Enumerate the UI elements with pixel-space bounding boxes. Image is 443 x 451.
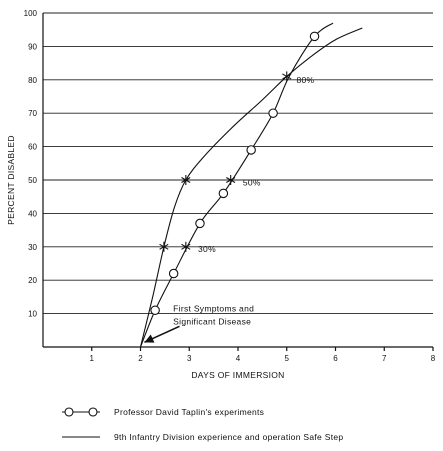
legend-item: 9th Infantry Division experience and ope… bbox=[62, 432, 343, 442]
x-axis-label: DAYS OF IMMERSION bbox=[191, 370, 284, 380]
series bbox=[139, 22, 363, 348]
tick-labels: 10 20 30 40 50 60 70 80 90 100 1 2 3 4 5 6 7 8 bbox=[24, 9, 436, 363]
y-tick-label: 100 bbox=[24, 9, 38, 18]
star-stroke bbox=[282, 73, 292, 80]
x-tick-label: 8 bbox=[431, 354, 436, 363]
x-tick-label: 3 bbox=[187, 354, 192, 363]
star-stroke bbox=[181, 177, 191, 183]
grid bbox=[43, 12, 433, 315]
annotation-label: 50% bbox=[243, 177, 261, 187]
y-axis-label: PERCENT DISABLED bbox=[6, 135, 16, 225]
y-tick-label: 40 bbox=[28, 209, 37, 218]
data-point-star bbox=[226, 175, 236, 185]
annotation-arrow-head bbox=[144, 334, 155, 343]
data-point-star bbox=[181, 241, 191, 252]
x-tick-label: 5 bbox=[285, 354, 290, 363]
data-point-circle bbox=[309, 31, 320, 42]
annotations: 80% 50% 30% First Symptoms and Significant D… bbox=[144, 75, 315, 344]
annotation-label: First Symptoms and bbox=[173, 304, 254, 314]
x-tick-label: 4 bbox=[236, 354, 241, 363]
legend: Professor David Taplin's experiments 9th … bbox=[62, 407, 343, 442]
legend-circle bbox=[64, 407, 74, 417]
series-line-1 bbox=[139, 22, 334, 348]
y-tick-label: 30 bbox=[28, 243, 37, 252]
data-point-circle bbox=[195, 218, 205, 229]
data-point-circle bbox=[150, 305, 160, 316]
x-tick-label: 6 bbox=[333, 354, 338, 363]
star-stroke bbox=[181, 243, 191, 250]
x-tick-label: 1 bbox=[90, 354, 95, 363]
series-line-2 bbox=[139, 27, 363, 348]
y-tick-label: 60 bbox=[28, 143, 37, 152]
x-tick-label: 7 bbox=[382, 354, 387, 363]
y-tick-label: 90 bbox=[28, 42, 37, 51]
y-tick-label: 70 bbox=[28, 109, 37, 118]
star-stroke bbox=[159, 243, 169, 250]
star-stroke bbox=[226, 177, 236, 183]
data-point-circle bbox=[168, 268, 179, 279]
y-tick-label: 20 bbox=[28, 276, 37, 285]
x-tick-label: 2 bbox=[138, 354, 143, 363]
y-tick-label: 10 bbox=[28, 310, 37, 319]
data-point-star bbox=[181, 175, 191, 185]
data-point-circle bbox=[268, 108, 278, 118]
data-point-star bbox=[282, 71, 292, 82]
legend-item: Professor David Taplin's experiments bbox=[62, 407, 264, 417]
data-point-circle bbox=[246, 145, 256, 155]
data-point-circle bbox=[218, 188, 229, 199]
markers bbox=[150, 31, 320, 316]
annotation-label: 30% bbox=[198, 244, 216, 254]
y-tick-label: 80 bbox=[28, 76, 37, 85]
axes bbox=[42, 13, 434, 351]
annotation-label: 80% bbox=[297, 75, 315, 85]
annotation-label: Significant Disease bbox=[173, 317, 251, 327]
legend-label: Professor David Taplin's experiments bbox=[114, 407, 264, 417]
legend-label: 9th Infantry Division experience and ope… bbox=[114, 432, 343, 442]
legend-circle bbox=[88, 407, 98, 417]
y-tick-label: 50 bbox=[28, 176, 37, 185]
data-point-star bbox=[159, 241, 169, 252]
